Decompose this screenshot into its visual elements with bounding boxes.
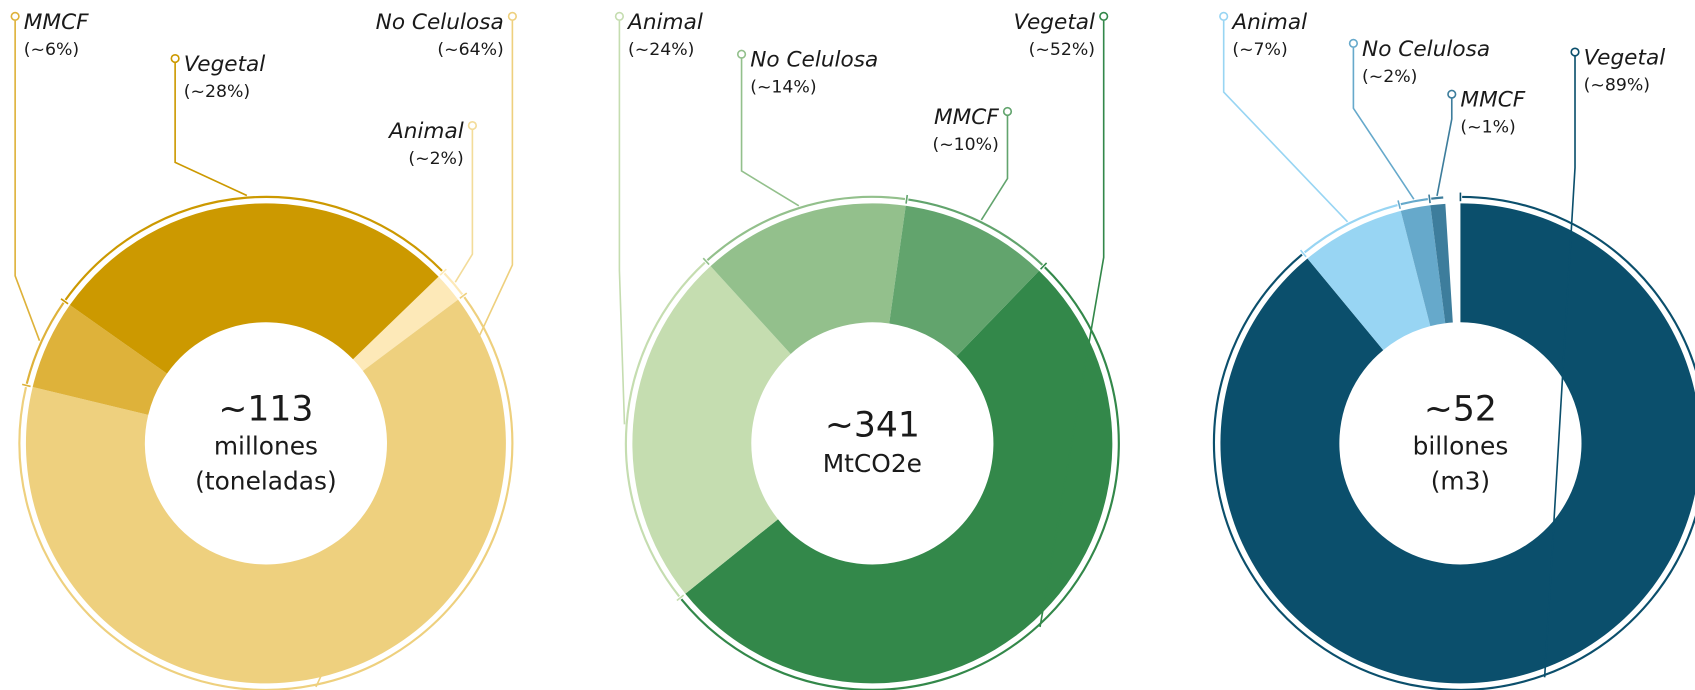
callout-marker <box>1447 89 1457 99</box>
donut-segment <box>353 276 459 371</box>
category-label: MMCF <box>24 10 89 35</box>
value-label: (~1%) <box>1460 118 1515 138</box>
value-label: (~14%) <box>750 78 816 98</box>
donut-segment <box>69 203 439 374</box>
center-label: (toneladas) <box>195 466 337 495</box>
outer-ring-arc <box>908 198 1044 266</box>
callout-marker <box>1002 106 1013 117</box>
donut-segment <box>1307 210 1431 351</box>
donut-segment <box>25 299 506 684</box>
ring-tick <box>60 298 69 305</box>
ring-tick <box>1397 200 1401 210</box>
center-label: billones <box>1413 432 1509 461</box>
donut-segment <box>1400 205 1446 327</box>
center-label: ~52 <box>1424 389 1497 429</box>
category-label: Animal <box>1230 10 1307 35</box>
category-label: Vegetal <box>184 52 266 77</box>
outer-ring-arc <box>25 302 65 385</box>
ring-tick <box>1039 262 1048 270</box>
value-label: (~7%) <box>1232 40 1287 60</box>
ring-tick <box>1428 194 1431 204</box>
donut-segment <box>1220 203 1695 684</box>
value-label: (~64%) <box>437 40 503 60</box>
callout-line <box>1352 47 1415 200</box>
donut-segment <box>710 203 906 354</box>
value-label: (~2%) <box>1362 67 1417 87</box>
category-label: MMCF <box>934 105 999 130</box>
callout-marker <box>507 11 517 21</box>
donut-segment <box>889 205 1040 357</box>
center-label: ~341 <box>825 406 920 446</box>
category-label: MMCF <box>1460 88 1525 113</box>
callout-line <box>454 129 474 283</box>
callout-line <box>315 20 514 688</box>
outer-ring-arc <box>1212 195 1695 690</box>
outer-ring-arc <box>1400 197 1428 206</box>
ring-tick <box>905 194 909 204</box>
category-label: Animal <box>387 119 464 144</box>
ring-tick <box>676 594 685 602</box>
donut-segment <box>685 270 1113 684</box>
category-label: No Celulosa <box>376 10 504 35</box>
callout-marker <box>467 120 477 131</box>
outer-ring-arc <box>680 266 1120 690</box>
outer-ring-arc <box>706 195 906 262</box>
callout-line <box>14 20 41 341</box>
callout-line <box>980 115 1009 221</box>
callout-marker <box>170 53 180 64</box>
value-label: (~89%) <box>1584 76 1650 96</box>
callout-line <box>618 20 626 425</box>
ring-tick <box>459 292 468 299</box>
donut-segment <box>632 266 791 594</box>
outer-ring-arc <box>1303 204 1398 254</box>
callout-marker <box>614 11 625 21</box>
callout-marker <box>736 49 747 59</box>
category-label: No Celulosa <box>750 48 878 73</box>
center-label: (m3) <box>1431 466 1490 495</box>
callout-line <box>174 62 248 197</box>
callout-line <box>1039 20 1105 628</box>
outer-ring-arc <box>624 261 706 598</box>
callout-marker <box>1219 11 1229 21</box>
outer-ring-arc <box>1431 196 1444 200</box>
outer-ring-arc <box>18 296 514 690</box>
value-label: (~6%) <box>24 40 79 60</box>
ring-tick <box>21 383 31 388</box>
callout-marker <box>1348 38 1358 48</box>
callout-marker <box>1570 47 1580 57</box>
callout-line <box>740 58 800 207</box>
category-label: No Celulosa <box>1362 37 1490 62</box>
category-label: Vegetal <box>1014 10 1096 35</box>
donut-segment <box>32 305 167 415</box>
donut-segment <box>1430 203 1453 324</box>
ring-tick <box>1299 249 1307 258</box>
center-label: MtCO2e <box>823 449 922 478</box>
outer-ring-arc <box>443 272 464 296</box>
value-label: (~10%) <box>932 135 998 155</box>
center-label: ~113 <box>218 389 313 429</box>
value-label: (~28%) <box>184 82 250 102</box>
value-label: (~52%) <box>1029 40 1095 60</box>
callout-marker <box>10 11 20 21</box>
value-label: (~2%) <box>408 149 463 169</box>
value-label: (~24%) <box>628 40 694 60</box>
category-label: Vegetal <box>1584 46 1666 71</box>
callout-line <box>1222 20 1349 223</box>
callout-line <box>1436 98 1453 196</box>
ring-tick <box>439 268 447 276</box>
center-label: millones <box>214 432 318 461</box>
ring-tick <box>702 257 710 266</box>
callout-line <box>1543 56 1576 678</box>
category-label: Animal <box>626 10 703 35</box>
callout-marker <box>1099 11 1109 21</box>
outer-ring-arc <box>64 195 443 301</box>
